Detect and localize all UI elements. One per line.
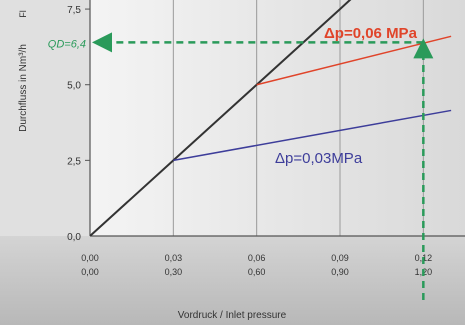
series-label-1: Δp=0,06 MPa: [324, 25, 418, 42]
x-tick-label-mpa-3: 0,09: [331, 253, 349, 263]
y-axis-label-extra: Fl: [18, 10, 28, 18]
series-labels: Δp=0,06 MPa Δp=0,03MPa: [275, 25, 418, 167]
x-tick-label-mpa-1: 0,03: [165, 253, 183, 263]
x-axis-panel: [0, 236, 465, 325]
x-tick-label-bar-2: 0,60: [248, 267, 266, 277]
series-line-2: [173, 109, 452, 162]
annotation: QD=6,4: [48, 32, 434, 300]
x-tick-label-bar-3: 0,90: [331, 267, 349, 277]
axes: [89, 0, 465, 237]
annotation-label: QD=6,4: [48, 38, 86, 50]
y-tick-label-2: 5,0: [67, 81, 81, 92]
x-tick-label-mpa-0: 0,00: [81, 253, 99, 263]
x-tick-label-bar-1: 0,30: [165, 267, 183, 277]
y-tick-labels: 0,0 2,5 5,0 7,5: [67, 5, 81, 243]
series-label-2: Δp=0,03MPa: [275, 150, 363, 167]
plot-area: [90, 0, 465, 236]
y-tick-label-3: 7,5: [67, 5, 81, 16]
y-axis-label: Durchfluss in Nm³/h: [18, 44, 29, 132]
y-axis-panel: [0, 0, 90, 236]
y-tick-label-1: 2,5: [67, 156, 81, 167]
x-axis-label: Vordruck / Inlet pressure: [178, 310, 287, 321]
x-tick-label-mpa-2: 0,06: [248, 253, 266, 263]
x-tick-label-bar-0: 0,00: [81, 267, 99, 277]
y-tick-label-0: 0,0: [67, 232, 81, 243]
